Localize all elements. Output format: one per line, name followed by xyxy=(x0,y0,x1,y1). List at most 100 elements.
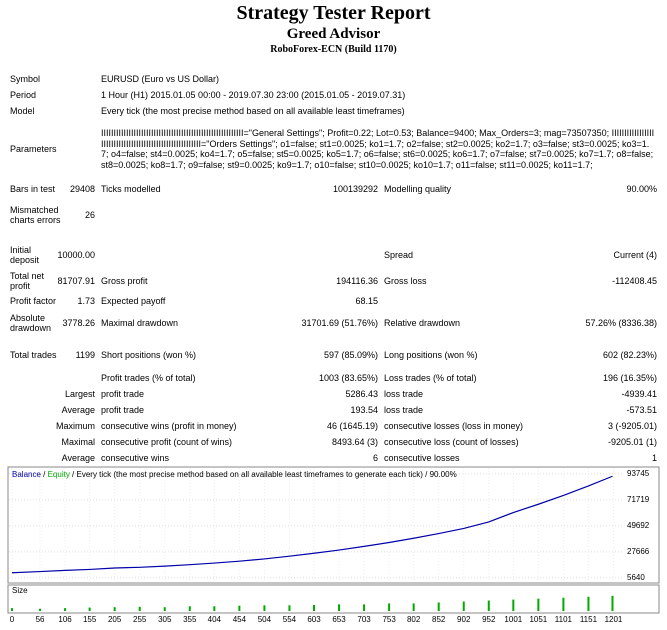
table-cell: Average xyxy=(61,404,95,415)
table-cell: Absolute drawdown xyxy=(10,312,52,334)
table-row: Average consecutive wins 6 consecutive loss… xyxy=(0,451,667,465)
x-tick-label: 802 xyxy=(407,615,421,624)
size-bar xyxy=(412,603,415,611)
table-cell: Model xyxy=(10,105,35,116)
x-tick-label: 1151 xyxy=(580,615,598,624)
table-cell: Total trades xyxy=(10,349,57,360)
size-bar xyxy=(88,607,91,611)
x-tick-label: 305 xyxy=(158,615,172,624)
table-cell: Period xyxy=(10,89,37,100)
size-bar xyxy=(487,600,490,611)
table-cell: profit trade xyxy=(101,388,145,399)
size-bar xyxy=(288,605,291,611)
size-bar xyxy=(263,605,266,611)
table-cell: -9205.01 (1) xyxy=(607,436,657,447)
size-bar xyxy=(587,596,590,611)
table-cell: consecutive losses (loss in money) xyxy=(384,420,524,431)
size-bar xyxy=(163,607,166,611)
size-bar xyxy=(338,604,341,611)
table-row: Period 1 Hour (H1) 2015.01.05 00:00 - 201… xyxy=(0,88,667,102)
table-row: Parameters IIIIIIIIIIIIIIIIIIIIIIIIIIIIII… xyxy=(0,124,667,174)
size-bar xyxy=(562,597,565,611)
table-cell: Profit factor xyxy=(10,295,57,306)
legend-item: / xyxy=(41,470,48,479)
table-row: Total net profit 81707.91 Gross profit 1941… xyxy=(0,270,667,292)
table-cell: 26 xyxy=(84,209,95,220)
x-tick-label: 106 xyxy=(58,615,72,624)
x-tick-label: 454 xyxy=(233,615,247,624)
table-cell: 46 (1645.19) xyxy=(326,420,378,431)
x-tick-label: 603 xyxy=(307,615,321,624)
table-cell: consecutive wins (profit in money) xyxy=(101,420,237,431)
x-tick-label: 952 xyxy=(482,615,496,624)
table-cell: 29408 xyxy=(69,183,95,194)
table-cell: 194116.36 xyxy=(336,275,378,286)
table-cell: consecutive loss (count of losses) xyxy=(384,436,519,447)
legend-item: Every tick (the most precise method base… xyxy=(77,470,424,479)
y-tick-label: 93745 xyxy=(627,469,650,478)
table-row: Initial deposit 10000.00 Spread Current (4) xyxy=(0,244,667,266)
size-bar xyxy=(462,601,465,611)
subtitle: Greed Advisor xyxy=(286,26,381,42)
table-cell: Average xyxy=(61,452,95,463)
x-tick-label: 703 xyxy=(357,615,371,624)
legend: Balance / Equity / Every tick (the most … xyxy=(12,470,457,479)
server: RoboForex-ECN (Build 1170) xyxy=(270,44,397,55)
table-cell: consecutive wins xyxy=(101,452,170,463)
table-cell: 3778.26 xyxy=(62,317,95,328)
table-cell: 193.54 xyxy=(350,404,378,415)
x-tick-label: 554 xyxy=(283,615,297,624)
table-cell: Short positions (won %) xyxy=(101,349,197,360)
y-tick-label: 71719 xyxy=(627,495,650,504)
table-cell: consecutive profit (count of wins) xyxy=(101,436,233,447)
table-cell: Loss trades (% of total) xyxy=(384,372,477,383)
legend-item: / xyxy=(70,470,77,479)
x-tick-label: 1201 xyxy=(605,615,623,624)
size-bar xyxy=(611,595,614,611)
table-cell: 8493.64 (3) xyxy=(331,436,378,447)
table-cell: Maximal drawdown xyxy=(101,317,179,328)
table-cell: 90.00% xyxy=(626,183,657,194)
table-row: Profit factor 1.73 Expected payoff 68.15 xyxy=(0,294,667,308)
table-cell: 3 (-9205.01) xyxy=(607,420,657,431)
chart-frame xyxy=(7,466,660,584)
y-tick-label: 5640 xyxy=(627,573,645,582)
table-cell: 196 (16.35%) xyxy=(602,372,657,383)
legend-item: 90.00% xyxy=(430,470,457,479)
size-bar xyxy=(437,602,440,611)
x-tick-label: 1051 xyxy=(529,615,547,624)
table-row: Average profit trade 193.54 loss trade -573.… xyxy=(0,403,667,417)
table-cell: Total net profit xyxy=(10,270,45,292)
table-cell: 10000.00 xyxy=(57,249,95,260)
x-tick-label: 404 xyxy=(208,615,222,624)
table-cell: Initial deposit xyxy=(10,244,40,266)
size-bar xyxy=(388,603,391,611)
table-row: Model Every tick (the most precise method… xyxy=(0,104,667,118)
x-tick-label: 56 xyxy=(36,615,45,624)
table-cell: Bars in test xyxy=(10,183,56,194)
x-tick-label: 852 xyxy=(432,615,446,624)
legend-item: Balance xyxy=(12,470,41,479)
table-cell: 31701.69 (51.76%) xyxy=(301,317,378,328)
table-cell: 57.26% (8336.38) xyxy=(585,317,657,328)
x-tick-label: 1001 xyxy=(504,615,522,624)
table-cell: 6 xyxy=(372,452,378,463)
table-cell: 602 (82.23%) xyxy=(602,349,657,360)
table-cell: 68.15 xyxy=(355,295,378,306)
table-cell: 1199 xyxy=(75,349,95,360)
x-tick-label: 255 xyxy=(133,615,147,624)
table-cell: profit trade xyxy=(101,404,145,415)
legend-item: / xyxy=(423,470,430,479)
table-row: Symbol EURUSD (Euro vs US Dollar) xyxy=(0,72,667,86)
table-cell: 5286.43 xyxy=(345,388,378,399)
table-row: Bars in test 29408 Ticks modelled 100139292… xyxy=(0,182,667,196)
table-row: Profit trades (% of total) 1003 (83.65%) L… xyxy=(0,371,667,385)
size-bar xyxy=(213,606,216,611)
x-tick-label: 902 xyxy=(457,615,471,624)
table-cell: -112408.45 xyxy=(612,275,657,286)
balance-line xyxy=(11,475,613,574)
x-tick-label: 205 xyxy=(108,615,122,624)
table-cell: Mismatched charts errors xyxy=(10,204,61,226)
